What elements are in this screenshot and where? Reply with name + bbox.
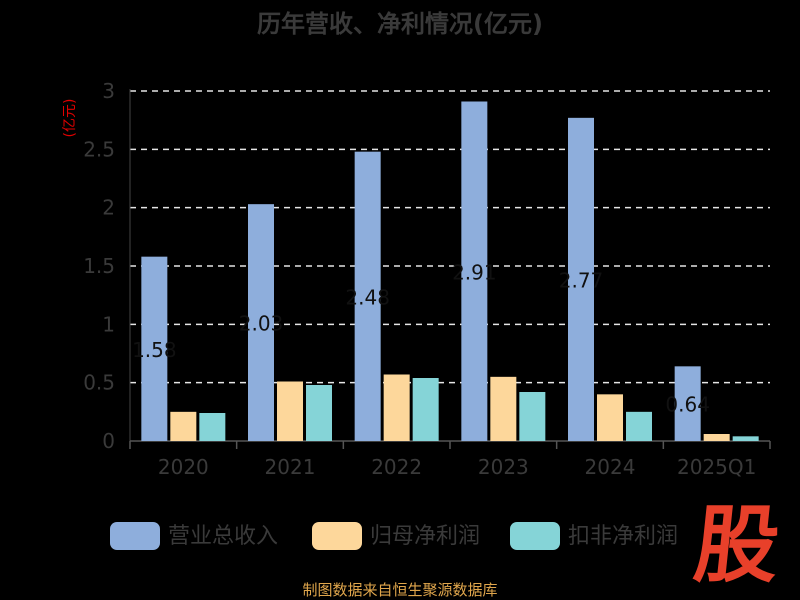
bar — [674, 366, 701, 441]
y-tick-label: 1 — [102, 312, 115, 336]
bar-data-label: 2.03 — [239, 312, 284, 336]
y-tick-label: 1.5 — [83, 254, 115, 278]
bar — [490, 376, 517, 441]
chart-title: 历年营收、净利情况(亿元) — [257, 10, 543, 38]
bar-data-label: 2.48 — [345, 285, 390, 309]
x-tick-label: 2020 — [158, 455, 209, 479]
x-axis — [129, 89, 771, 449]
y-tick-label: 2 — [102, 196, 115, 220]
legend-label: 扣非净利润 — [568, 524, 678, 549]
legend-item[interactable]: 营业总收入 — [110, 522, 278, 550]
x-tick-label: 2021 — [265, 455, 316, 479]
bar — [248, 204, 274, 441]
bar — [199, 413, 226, 441]
bar — [626, 411, 652, 441]
x-axis-ticks: 2020 2021 2022 2023 2024 2025Q1 — [158, 455, 756, 479]
legend-item[interactable]: 扣非净利润 — [510, 522, 678, 550]
x-tick-label: 2023 — [478, 455, 529, 479]
bar — [732, 436, 759, 441]
legend-swatch — [312, 522, 362, 550]
bar — [383, 374, 410, 441]
bar — [306, 385, 332, 441]
bar-data-label: 2.91 — [452, 260, 497, 284]
bar-series — [141, 101, 759, 441]
y-tick-label: 3 — [102, 79, 115, 103]
x-tick-label: 2022 — [371, 455, 422, 479]
bar — [170, 411, 197, 441]
legend-swatch — [110, 522, 160, 550]
bar-data-label: 2.77 — [559, 268, 604, 292]
y-tick-label: 0.5 — [83, 371, 115, 395]
bar — [461, 101, 488, 441]
x-tick-label: 2024 — [585, 455, 636, 479]
bar-data-label: 1.58 — [132, 338, 177, 362]
stock-logo-watermark: 股 — [689, 496, 785, 594]
bar — [703, 434, 730, 441]
legend-item[interactable]: 归母净利润 — [312, 522, 480, 550]
data-labels: 1.58 2.03 2.48 2.91 2.77 0.64 — [132, 260, 710, 416]
legend[interactable]: 营业总收入 归母净利润 扣非净利润 — [110, 522, 678, 550]
y-tick-label: 2.5 — [83, 137, 115, 161]
bar — [412, 378, 439, 441]
y-axis-label: (亿元) — [62, 99, 78, 138]
bar — [597, 394, 623, 441]
y-axis-ticks: 0 0.5 1 1.5 2 2.5 3 — [83, 79, 115, 453]
legend-label: 营业总收入 — [168, 524, 278, 549]
bar — [141, 256, 168, 441]
y-tick-label: 0 — [102, 429, 115, 453]
data-source-note: 制图数据来自恒生聚源数据库 — [302, 581, 498, 599]
bar — [354, 151, 381, 441]
grid-lines — [130, 90, 770, 384]
x-tick-label: 2025Q1 — [677, 455, 756, 479]
bar — [277, 381, 303, 441]
legend-swatch — [510, 522, 560, 550]
bar — [568, 117, 594, 441]
bar-data-label: 0.64 — [665, 393, 710, 417]
bar — [519, 392, 546, 441]
legend-label: 归母净利润 — [370, 524, 480, 549]
